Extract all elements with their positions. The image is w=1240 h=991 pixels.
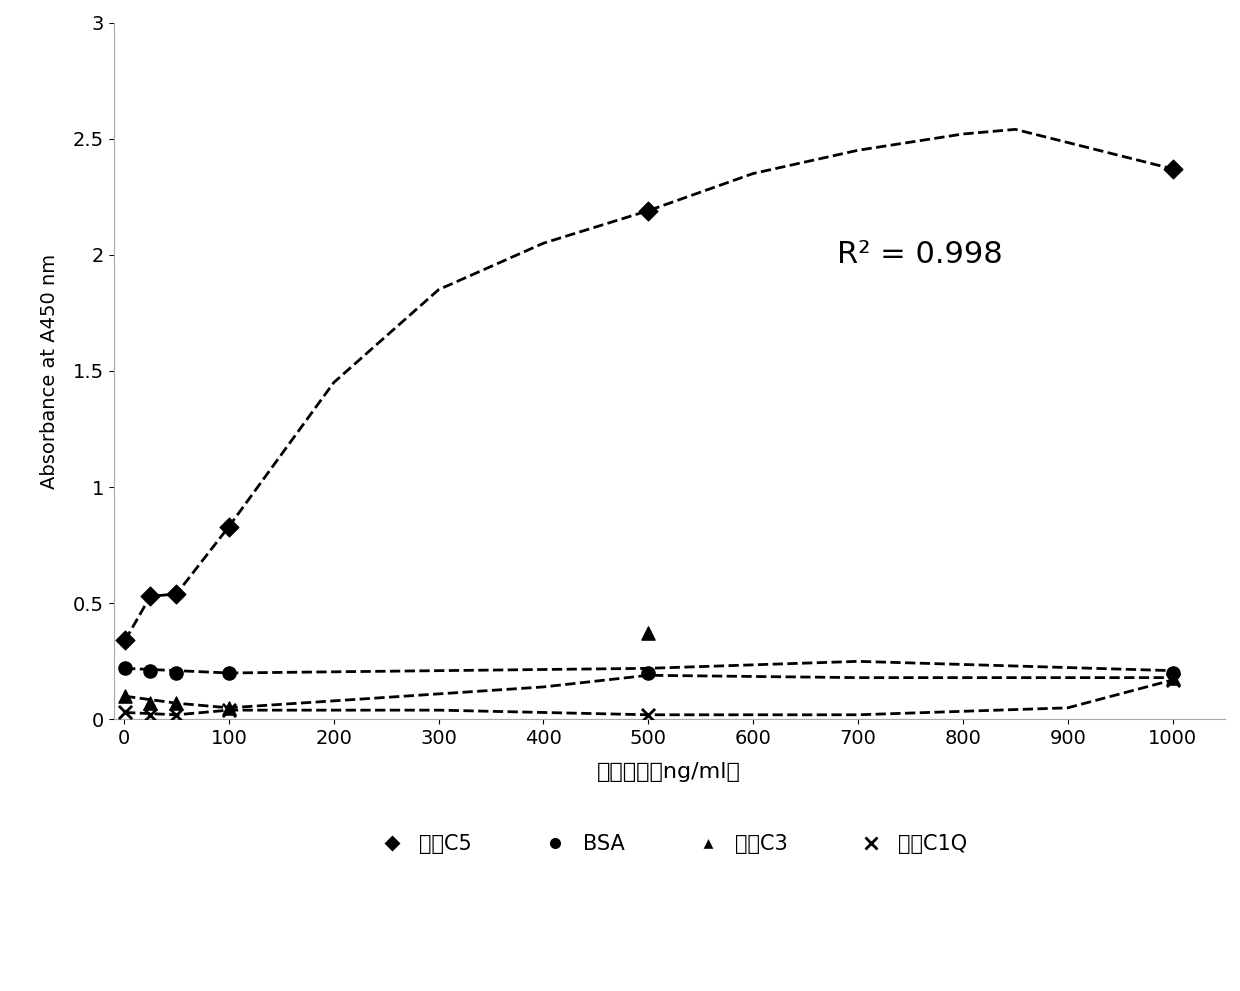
Point xyxy=(1163,670,1183,686)
Point xyxy=(140,663,160,679)
Point xyxy=(115,689,135,705)
Point xyxy=(166,586,186,602)
Point xyxy=(219,518,239,534)
Point xyxy=(639,665,658,681)
X-axis label: 蛋白浓度（ng/ml）: 蛋白浓度（ng/ml） xyxy=(598,762,742,782)
Point xyxy=(1163,665,1183,681)
Y-axis label: Absorbance at A450 nm: Absorbance at A450 nm xyxy=(40,254,58,489)
Point xyxy=(140,696,160,712)
Point xyxy=(219,665,239,681)
Point xyxy=(115,705,135,720)
Point xyxy=(1163,161,1183,176)
Point xyxy=(639,203,658,219)
Point xyxy=(639,625,658,641)
Point xyxy=(166,665,186,681)
Point xyxy=(115,632,135,648)
Point xyxy=(219,703,239,718)
Text: R² = 0.998: R² = 0.998 xyxy=(837,240,1003,270)
Point xyxy=(140,589,160,605)
Point xyxy=(166,696,186,712)
Legend: 补体C5, BSA, 补体C3, 补体C1Q: 补体C5, BSA, 补体C3, 补体C1Q xyxy=(363,826,976,862)
Point xyxy=(140,707,160,722)
Point xyxy=(115,660,135,676)
Point xyxy=(1163,672,1183,688)
Point xyxy=(639,707,658,722)
Point xyxy=(219,700,239,716)
Point xyxy=(166,707,186,722)
